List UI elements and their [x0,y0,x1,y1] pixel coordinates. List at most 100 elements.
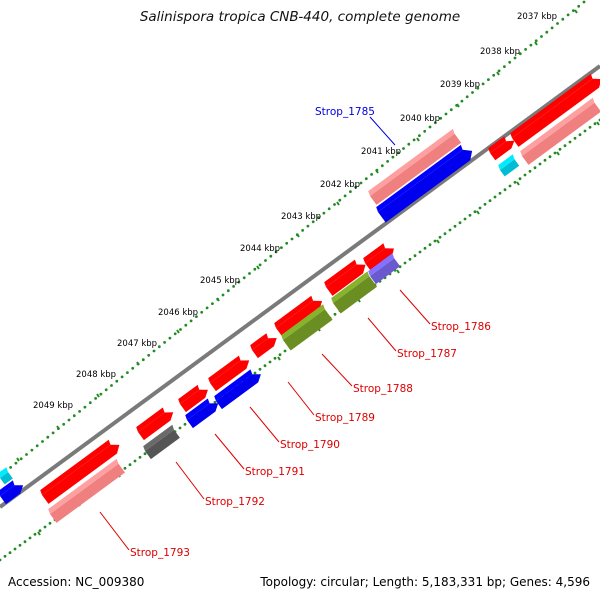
outer-major-tick [16,457,20,462]
kbp-tick-label: 2048 kbp [76,370,116,380]
olive-feature-bevel [331,271,370,303]
outer-dot [200,310,204,314]
misc-feature [0,472,13,485]
outer-dot [577,4,581,8]
inner-dot [508,184,512,188]
outer-dot [582,0,586,4]
outer-dot [386,160,389,163]
kbp-tick-label: 2044 kbp [240,244,280,254]
inner-dot [428,243,432,247]
outer-dot [529,43,533,47]
outer-dot [237,280,241,284]
inner-dot [13,547,17,551]
cds-feature [326,264,366,296]
outer-dot [173,332,177,336]
outer-dot [556,22,559,25]
misc-feature [500,159,520,177]
inner-dot [253,371,257,375]
inner-dot [183,422,187,426]
inner-dot [573,136,577,140]
outer-major-tick [96,393,100,398]
kbp-tick-label: 2043 kbp [281,212,321,222]
inner-dot [273,356,277,360]
inner-dot [38,529,42,533]
inner-dot [483,202,487,206]
outer-dot [280,246,283,250]
inner-dot [438,235,442,239]
cds-feature-bevel [363,243,386,263]
inner-dot [258,367,262,371]
outer-dot [126,371,129,374]
outer-dot [152,349,156,353]
outer-dot [147,353,151,357]
outer-dot [476,86,480,90]
gene-label: Strop_1787 [397,348,457,360]
kbp-tick-label: 2045 kbp [200,276,240,286]
outer-dot [534,39,538,43]
inner-dot [333,312,337,316]
inner-dot [563,144,567,148]
outer-dot [19,457,23,461]
rna-feature [522,102,600,165]
outer-dot [338,198,342,202]
misc-feature-bevel [0,467,9,478]
cds-reverse-feature [216,374,261,410]
inner-dot [128,463,132,467]
inner-dot [423,246,427,250]
outer-major-tick [534,41,538,46]
outer-dot [460,99,464,103]
outer-dot [211,302,214,305]
feature-tracks [0,73,600,523]
outer-tick-ring [0,0,586,478]
inner-dot [48,521,52,525]
outer-dot [545,30,549,34]
outer-major-tick [56,425,60,430]
inner-dot [403,261,407,265]
outer-dot [25,453,28,456]
outer-dot [503,65,506,68]
cds-feature-bevel [208,355,241,383]
outer-major-tick [136,361,140,366]
outer-dot [264,259,267,262]
inner-dot [8,551,12,555]
outer-dot [349,190,352,194]
outer-dot [189,319,193,323]
outer-dot [317,216,320,219]
outer-dot [359,181,363,185]
outer-dot [120,375,124,379]
outer-dot [242,276,246,280]
outer-dot [333,203,336,206]
inner-dot [523,173,527,177]
rna-feature [50,463,125,523]
accession-label: Accession: NC_009380 [8,575,145,589]
outer-dot [99,392,103,396]
genome-summary: Topology: circular; Length: 5,183,331 bp… [260,575,590,589]
outer-major-tick [574,9,578,14]
inner-dot [33,532,37,536]
callout-line [321,353,353,387]
outer-dot [226,289,230,293]
inner-dot [593,122,597,126]
outer-dot [46,435,50,439]
outer-dot [396,151,400,155]
outer-dot [418,134,421,138]
callout-line [175,461,205,500]
outer-major-tick [176,329,180,334]
outer-dot [30,448,34,452]
inner-dot [413,254,417,258]
outer-dot [258,263,262,267]
kbp-tick-label: 2038 kbp [480,47,520,57]
inner-dot [283,349,287,353]
inner-major-tick [396,269,400,274]
cds-feature-bevel [250,333,269,350]
inner-dot [518,177,522,181]
gene-label: Strop_1793 [130,547,190,559]
cds-feature [512,78,600,147]
outer-dot [327,207,331,211]
outer-dot [88,401,92,405]
cds-reverse-feature-bevel [376,144,463,212]
inner-dot [493,195,497,199]
rna-feature-bevel [48,458,119,514]
outer-dot [423,129,427,133]
